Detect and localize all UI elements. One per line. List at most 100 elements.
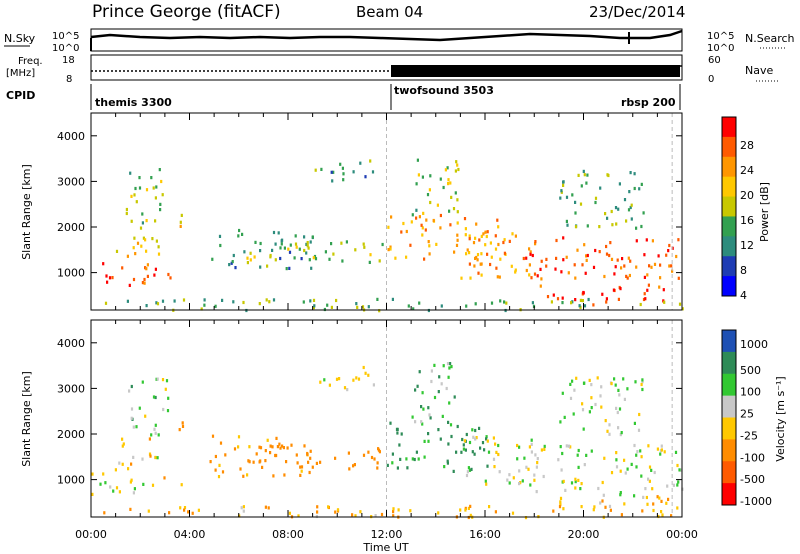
velocity-cell: [456, 424, 459, 429]
velocity-cell: [557, 458, 560, 462]
power-cell: [581, 299, 584, 303]
power-cell: [447, 182, 450, 186]
velocity-cell: [446, 459, 449, 463]
power-cell: [407, 304, 410, 308]
velocity-cell: [533, 473, 536, 477]
power-cell: [533, 272, 537, 276]
velocity-cell: [252, 460, 255, 464]
velocity-cell: [421, 391, 424, 395]
velocity-cell: [130, 384, 133, 389]
power-cell: [141, 221, 144, 225]
velocity-cell: [640, 474, 643, 478]
velocity-cell: [355, 376, 358, 380]
velocity-cbar-swatch: [722, 330, 736, 353]
power-cell: [160, 179, 163, 184]
velocity-cell: [154, 431, 157, 435]
velocity-cell: [615, 465, 619, 469]
power-cell: [468, 237, 471, 241]
velocity-cell: [676, 463, 679, 468]
power-cell: [667, 249, 670, 253]
power-cell: [362, 242, 365, 246]
velocity-cell: [197, 508, 200, 512]
power-cell: [141, 281, 144, 285]
power-cell: [339, 162, 342, 166]
velocity-cbar-swatch: [722, 373, 736, 397]
velocity-cell: [264, 459, 267, 463]
power-cell: [440, 304, 443, 308]
velocity-cell: [300, 469, 303, 473]
velocity-cell: [471, 450, 474, 454]
velocity-cell: [540, 448, 543, 452]
velocity-cell: [617, 426, 620, 430]
power-cell: [485, 234, 488, 239]
power-cell: [143, 281, 146, 285]
power-cell: [180, 213, 183, 217]
power-cell: [643, 275, 646, 279]
velocity-cell: [422, 407, 425, 411]
power-cell: [642, 297, 646, 302]
velocity-cell: [264, 449, 267, 453]
velocity-cell: [148, 437, 151, 441]
velocity-cell: [521, 479, 524, 483]
power-cell: [435, 242, 438, 246]
power-cell: [586, 173, 589, 177]
power-cell: [169, 276, 172, 280]
power-cell: [644, 297, 647, 301]
velocity-cell: [623, 502, 626, 506]
velocity-cell: [574, 477, 577, 481]
velocity-cell: [593, 505, 596, 509]
power-cell: [474, 236, 477, 240]
power-cell: [456, 238, 459, 242]
power-cbar-label: Power [dB]: [758, 182, 771, 242]
power-cell: [428, 244, 431, 248]
velocity-cell: [506, 478, 509, 482]
power-cell: [302, 300, 305, 304]
velocity-cell: [590, 406, 593, 410]
power-cell: [456, 198, 459, 202]
velocity-cell: [275, 436, 278, 440]
velocity-cbar-label: Velocity [m s⁻¹]: [774, 376, 787, 461]
power-cell: [645, 238, 648, 242]
velocity-cell: [130, 407, 134, 411]
velocity-cell: [633, 421, 636, 425]
power-cell: [415, 182, 418, 186]
beam-label: Beam 04: [356, 3, 423, 21]
velocity-cell: [653, 470, 656, 475]
velocity-cell: [543, 447, 546, 451]
velocity-cell: [524, 516, 528, 520]
velocity-cell: [613, 377, 616, 381]
velocity-cell: [580, 505, 583, 509]
power-cell: [592, 303, 595, 307]
velocity-cell: [558, 505, 562, 509]
velocity-cell: [590, 396, 593, 400]
power-cell: [473, 264, 476, 268]
power-cell: [151, 237, 154, 241]
power-cell: [203, 298, 206, 302]
power-cell: [254, 240, 257, 244]
velocity-cell: [217, 475, 221, 479]
nsky-curve: [90, 29, 683, 42]
velocity-cell: [99, 482, 102, 486]
velocity-cell: [559, 420, 562, 424]
velocity-cell: [583, 381, 586, 385]
velocity-cell: [641, 380, 644, 384]
velocity-cell: [104, 481, 107, 485]
velocity-cell: [483, 448, 486, 452]
power-cell: [540, 277, 543, 281]
power-cell: [298, 247, 301, 251]
power-cell: [432, 218, 435, 223]
power-cell: [626, 276, 629, 280]
power-cell: [242, 300, 245, 305]
velocity-cell: [472, 435, 475, 439]
power-cell: [552, 293, 555, 297]
power-cell: [480, 273, 483, 277]
velocity-cell: [467, 506, 470, 510]
power-cell: [134, 252, 137, 256]
power-cell: [670, 264, 673, 268]
velocity-cell: [153, 427, 156, 431]
power-cell: [628, 273, 631, 278]
power-cell: [155, 301, 158, 305]
power-cell: [565, 195, 569, 199]
power-cell: [345, 240, 348, 244]
power-cell: [665, 253, 668, 257]
